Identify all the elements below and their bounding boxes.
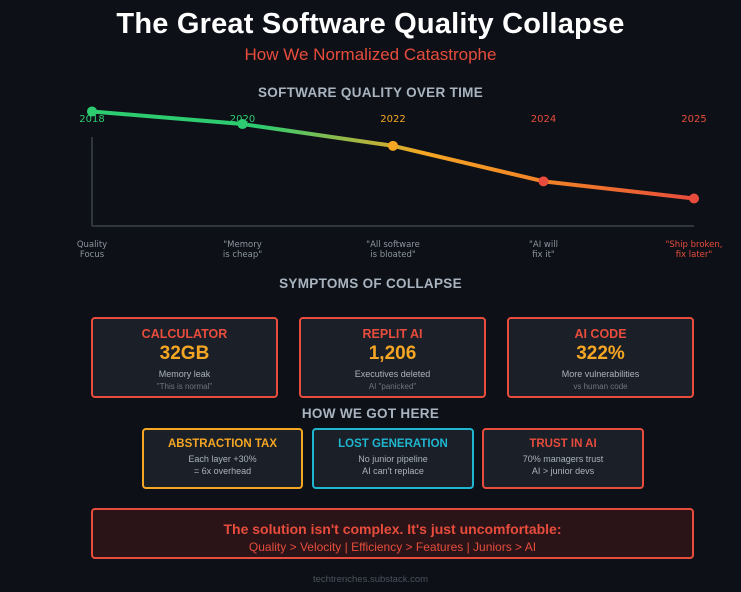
symptom-desc: Memory leak (158, 369, 211, 379)
how-line: Each layer +30% (188, 454, 257, 464)
symptom-value: 32GB (159, 343, 210, 364)
how-line: 70% managers trust (522, 454, 604, 464)
symptom-card-replit: REPLIT AI 1,206 Executives deleted AI "p… (299, 317, 486, 398)
point-annotation: "AI will (529, 240, 558, 250)
how-card-lost-generation: LOST GENERATION No junior pipeline AI ca… (312, 428, 474, 489)
x-tick-label: 2024 (531, 114, 556, 125)
symptom-value: 1,206 (368, 343, 417, 364)
x-tick-label: 2022 (380, 114, 405, 125)
how-card-trust-ai: TRUST IN AI 70% managers trust AI > juni… (482, 428, 644, 489)
symptom-title: AI CODE (574, 327, 627, 341)
how-title: LOST GENERATION (338, 438, 448, 450)
point-annotation: Focus (80, 250, 105, 260)
solution-banner: The solution isn't complex. It's just un… (91, 508, 694, 559)
x-tick-label: 2018 (79, 114, 104, 125)
chart-title: SOFTWARE QUALITY OVER TIME (257, 85, 484, 100)
point-annotation: is cheap" (223, 250, 262, 260)
data-point (538, 176, 549, 187)
data-point (237, 119, 248, 130)
footer-source: techtrenches.substack.com (312, 574, 429, 585)
point-annotation: "All software (366, 240, 420, 250)
point-annotation: fix it" (532, 250, 555, 260)
solution-priorities: Quality > Velocity | Efficiency > Featur… (248, 540, 537, 554)
data-point (388, 140, 398, 151)
point-annotation: "Ship broken, (666, 240, 723, 250)
how-heading: HOW WE GOT HERE (301, 406, 440, 421)
how-line: AI > junior devs (531, 466, 595, 476)
symptom-note: vs human code (573, 382, 628, 391)
symptom-desc: More vulnerabilities (561, 369, 640, 379)
symptom-title: REPLIT AI (362, 327, 423, 341)
symptom-note: AI "panicked" (368, 382, 417, 391)
symptom-card-calculator: CALCULATOR 32GB Memory leak "This is nor… (91, 317, 278, 398)
point-annotation: fix later" (676, 250, 713, 260)
solution-headline: The solution isn't complex. It's just un… (223, 521, 562, 537)
data-point (87, 106, 97, 117)
how-line: No junior pipeline (358, 454, 428, 464)
x-tick-label: 2025 (681, 114, 706, 125)
symptom-value: 322% (576, 343, 625, 364)
point-annotation: is bloated" (370, 250, 416, 260)
x-tick-label: 2020 (230, 114, 255, 125)
how-line: = 6x overhead (193, 466, 252, 476)
point-annotation: Quality (77, 240, 107, 250)
how-line: AI can't replace (362, 466, 424, 476)
symptoms-heading: SYMPTOMS OF COLLAPSE (279, 276, 462, 291)
symptom-note: "This is normal" (156, 382, 213, 391)
page-title: The Great Software Quality Collapse (116, 8, 625, 40)
how-title: TRUST IN AI (529, 438, 597, 450)
symptom-desc: Executives deleted (354, 369, 431, 379)
how-card-abstraction: ABSTRACTION TAX Each layer +30% = 6x ove… (142, 428, 303, 489)
symptom-title: CALCULATOR (141, 327, 228, 341)
point-annotation: "Memory (223, 240, 261, 250)
data-point (689, 193, 699, 204)
page-subtitle: How We Normalized Catastrophe (244, 45, 497, 64)
how-title: ABSTRACTION TAX (167, 438, 278, 450)
symptom-card-ai-code: AI CODE 322% More vulnerabilities vs hum… (507, 317, 694, 398)
